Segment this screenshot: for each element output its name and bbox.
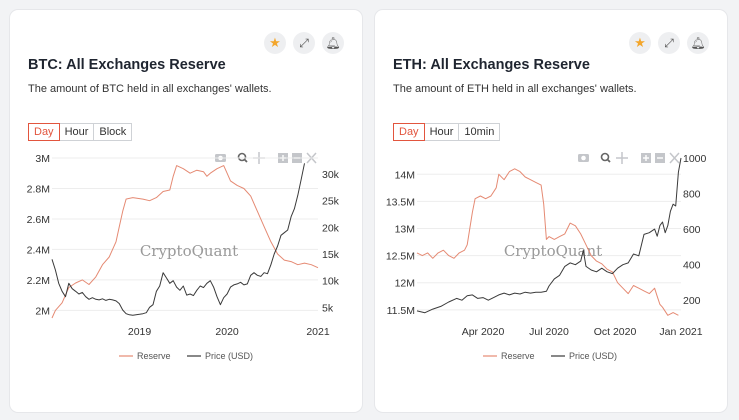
y-axis-left: 3M 2.8M 2.6M 2.4M 2.2M 2M: [27, 153, 318, 317]
price-series-line: [51, 163, 305, 316]
bell-icon[interactable]: 🔔︎: [687, 32, 709, 54]
x-tick-label: Oct 2020: [594, 326, 637, 338]
x-tick-label: Apr 2020: [462, 326, 505, 338]
y-right-tick-label: 600: [683, 224, 701, 236]
watermark: CryptoQuant: [504, 242, 602, 260]
y-left-tick-label: 12M: [395, 278, 415, 290]
pan-icon: [616, 152, 628, 164]
y-left-tick-label: 13.5M: [386, 196, 415, 208]
bell-icon[interactable]: 🔔︎: [322, 32, 344, 54]
y-left-tick-label: 3M: [35, 153, 50, 165]
card-title: ETH: All Exchanges Reserve: [393, 57, 590, 73]
y-axis-right: 1000 800 600 400 200: [683, 153, 707, 307]
x-tick-label: Jan 2021: [659, 326, 702, 338]
range-tab-day[interactable]: Day: [393, 123, 425, 141]
y-right-tick-label: 200: [683, 295, 701, 307]
x-tick-label: 2020: [215, 326, 239, 338]
y-left-tick-label: 13M: [395, 224, 415, 236]
zoom-icon: [237, 152, 248, 163]
x-axis: 2019 2020 2021: [128, 326, 330, 338]
x-axis: Apr 2020 Jul 2020 Oct 2020 Jan 2021: [462, 326, 703, 338]
card-actions: ★ ⤢ 🔔︎: [629, 32, 709, 54]
zoom-icon: [600, 152, 611, 163]
y-right-tick-label: 400: [683, 260, 701, 272]
expand-icon[interactable]: ⤢: [658, 32, 680, 54]
legend-label-price: Price (USD): [205, 351, 253, 361]
y-right-tick-label: 25k: [322, 196, 340, 208]
range-tabs: Day Hour 10min: [393, 123, 501, 141]
zoom-out-icon: [655, 153, 665, 163]
range-tabs: Day Hour Block: [28, 123, 133, 141]
reserve-series-line: [416, 168, 679, 316]
btc-reserve-chart[interactable]: 3M 2.8M 2.6M 2.4M 2.2M 2M 30k 25k 20k 15k 10k 5k 201…: [10, 140, 362, 380]
y-left-tick-label: 11.5M: [387, 305, 415, 317]
btc-reserve-card: ★ ⤢ 🔔︎ BTC: All Exchanges Reserve The am…: [10, 10, 362, 412]
legend-label-reserve: Reserve: [137, 351, 171, 361]
eth-reserve-card: ★ ⤢ 🔔︎ ETH: All Exchanges Reserve The am…: [375, 10, 727, 412]
y-right-tick-label: 20k: [322, 222, 340, 234]
y-axis-left: 14M 13.5M 13M 12.5M 12M 11.5M: [386, 169, 681, 317]
x-tick-label: 2019: [128, 326, 152, 338]
y-right-tick-label: 15k: [322, 249, 340, 261]
legend: Reserve Price (USD): [119, 351, 253, 361]
reserve-series-line: [51, 165, 319, 319]
y-left-tick-label: 2.8M: [27, 183, 50, 195]
star-icon[interactable]: ★: [264, 32, 286, 54]
card-subtitle: The amount of ETH held in all exchanges'…: [393, 83, 637, 95]
camera-icon: [578, 154, 589, 162]
legend: Reserve Price (USD): [483, 351, 617, 361]
y-left-tick-label: 2.6M: [27, 214, 50, 226]
y-right-tick-label: 800: [683, 189, 701, 201]
y-axis-right: 30k 25k 20k 15k 10k 5k: [322, 169, 340, 314]
range-tab-block[interactable]: Block: [93, 123, 133, 141]
range-tab-hour[interactable]: Hour: [423, 123, 460, 141]
star-icon[interactable]: ★: [629, 32, 651, 54]
legend-label-price: Price (USD): [569, 351, 617, 361]
y-right-tick-label: 1000: [683, 153, 707, 165]
zoom-in-icon: [641, 153, 651, 163]
y-right-tick-label: 30k: [322, 169, 340, 181]
y-left-tick-label: 2.2M: [27, 275, 50, 287]
autoscale-icon: [669, 152, 680, 164]
range-tab-10min[interactable]: 10min: [458, 123, 501, 141]
y-right-tick-label: 5k: [322, 302, 334, 314]
legend-label-reserve: Reserve: [501, 351, 535, 361]
y-left-tick-label: 14M: [395, 169, 415, 181]
range-tab-day[interactable]: Day: [28, 123, 60, 141]
y-left-tick-label: 2M: [35, 305, 50, 317]
card-title: BTC: All Exchanges Reserve: [28, 57, 226, 73]
y-left-tick-label: 12.5M: [386, 251, 415, 263]
x-tick-label: 2021: [306, 326, 330, 338]
range-tab-hour[interactable]: Hour: [58, 123, 95, 141]
card-subtitle: The amount of BTC held in all exchanges'…: [28, 83, 272, 95]
x-tick-label: Jul 2020: [529, 326, 569, 338]
price-series-line: [416, 157, 682, 314]
expand-icon[interactable]: ⤢: [293, 32, 315, 54]
modebar: [578, 152, 680, 164]
y-left-tick-label: 2.4M: [27, 244, 50, 256]
y-right-tick-label: 10k: [322, 276, 340, 288]
eth-reserve-chart[interactable]: 14M 13.5M 13M 12.5M 12M 11.5M 1000 800 600 400 200…: [375, 140, 727, 380]
card-actions: ★ ⤢ 🔔︎: [264, 32, 344, 54]
watermark: CryptoQuant: [140, 242, 238, 260]
